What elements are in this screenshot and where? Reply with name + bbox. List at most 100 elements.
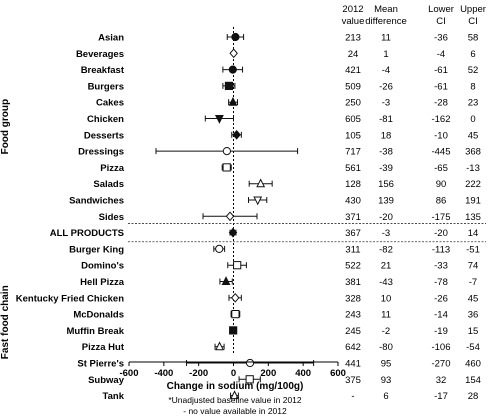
mean-difference-hell-pizza: -43 <box>379 277 393 288</box>
row-label-hell-pizza: Hell Pizza <box>80 277 125 288</box>
upper-ci-subway: 154 <box>465 375 481 386</box>
upper-ci-pizza: -13 <box>466 163 480 174</box>
mean-difference-chicken: -81 <box>379 114 393 125</box>
lower-ci-sandwiches: 86 <box>436 196 447 207</box>
row-label-burger-king: Burger King <box>69 244 124 255</box>
value-2012-hell-pizza: 381 <box>345 277 361 288</box>
mean-difference-burger-king: -82 <box>379 244 393 255</box>
value-2012-sandwiches: 430 <box>345 196 361 207</box>
row-label-kentucky-fried-chicken: Kentucky Fried Chicken <box>16 293 124 304</box>
value-2012-muffin-break: 245 <box>345 326 361 337</box>
point-subway <box>245 375 254 384</box>
point-burger-king <box>215 244 224 253</box>
value-2012-dressings: 717 <box>345 147 361 158</box>
point-dressings <box>222 147 231 156</box>
upper-ci-mcdonalds: 36 <box>468 310 479 321</box>
mean-difference-asian: 11 <box>381 33 391 44</box>
value-2012-subway: 375 <box>345 375 361 386</box>
value-2012-kentucky-fried-chicken: 328 <box>345 293 361 304</box>
upper-ci-sides: 135 <box>465 212 481 223</box>
upper-ci-asian: 58 <box>468 33 479 44</box>
value-2012-pizza-hut: 642 <box>345 342 361 353</box>
lower-ci-dressings: -445 <box>431 147 450 158</box>
lower-ci-burger-king: -113 <box>432 244 450 255</box>
mean-difference-pizza: -39 <box>379 163 393 174</box>
footnote-1: *Unadjusted baseline value in 2012 <box>168 395 302 405</box>
point-burgers <box>224 81 234 91</box>
row-label-breakfast: Breakfast <box>81 65 125 76</box>
point-asian <box>231 32 240 42</box>
x-axis-title: Change in sodium (mg/100g) <box>167 381 304 392</box>
upper-ci-hell-pizza: -7 <box>469 277 477 288</box>
mean-difference-burgers: -26 <box>379 81 393 92</box>
lower-ci-muffin-break: -19 <box>434 326 448 337</box>
lower-ci-subway: 32 <box>436 375 447 386</box>
footnote-2: - no value available in 2012 <box>183 406 287 416</box>
x-tick-label-600: 600 <box>330 368 346 379</box>
mean-difference-sandwiches: 139 <box>378 196 394 207</box>
row-label-all-products: ALL PRODUCTS <box>50 228 124 239</box>
group-label-2: Fast food chain <box>0 285 11 359</box>
mean-difference-salads: 156 <box>378 179 394 190</box>
column-header-1-line-2: value <box>342 16 365 27</box>
lower-ci-chicken: -162 <box>431 114 450 125</box>
value-2012-burger-king: 311 <box>345 244 360 255</box>
mean-difference-sides: -20 <box>379 212 393 223</box>
x-tick-label-400: 400 <box>295 368 311 379</box>
value-2012-cakes: 250 <box>345 98 361 109</box>
lower-ci-st-pierre-s: -270 <box>431 359 450 370</box>
row-label-dressings: Dressings <box>78 147 124 158</box>
point-breakfast <box>228 65 237 74</box>
lower-ci-domino-s: -33 <box>434 261 448 272</box>
point-hell-pizza <box>221 276 231 285</box>
value-2012-tank: - <box>351 391 354 402</box>
lower-ci-cakes: -28 <box>434 98 448 109</box>
upper-ci-st-pierre-s: 460 <box>465 359 481 370</box>
lower-ci-kentucky-fried-chicken: -26 <box>434 293 448 304</box>
upper-ci-burger-king: -51 <box>466 244 480 255</box>
point-st-pierre-s <box>245 358 255 368</box>
upper-ci-beverages: 6 <box>470 49 475 60</box>
x-tick-label--400: -400 <box>154 368 173 379</box>
upper-ci-cakes: 23 <box>468 98 479 109</box>
value-2012-domino-s: 522 <box>345 261 361 272</box>
group-label-1: Food group <box>0 99 11 155</box>
x-tick-label-0: 0 <box>231 368 236 379</box>
column-header-4-line-1: Upper <box>460 4 486 15</box>
upper-ci-domino-s: 74 <box>468 261 479 272</box>
row-label-st-pierre-s: St Pierre's <box>77 359 124 370</box>
point-cakes <box>228 96 238 106</box>
value-2012-chicken: 605 <box>345 114 361 125</box>
point-all-products <box>228 227 238 238</box>
x-tick-label--600: -600 <box>119 368 138 379</box>
row-label-asian: Asian <box>98 33 124 44</box>
lower-ci-pizza-hut: -106 <box>431 342 450 353</box>
row-label-burgers: Burgers <box>88 81 124 92</box>
upper-ci-tank: 28 <box>468 391 479 402</box>
mean-difference-st-pierre-s: 95 <box>381 359 392 370</box>
row-label-subway: Subway <box>88 375 125 386</box>
row-label-salads: Salads <box>93 179 124 190</box>
value-2012-desserts: 105 <box>345 130 361 141</box>
lower-ci-beverages: -4 <box>437 49 445 60</box>
column-header-3-line-1: Lower <box>428 4 454 15</box>
x-tick-label--200: -200 <box>189 368 208 379</box>
point-domino-s <box>233 261 242 270</box>
lower-ci-sides: -175 <box>431 212 450 223</box>
lower-ci-desserts: -10 <box>434 130 448 141</box>
upper-ci-muffin-break: 15 <box>468 326 479 337</box>
column-header-4-line-2: CI <box>468 16 478 27</box>
point-desserts <box>232 129 241 140</box>
point-sides <box>225 211 235 222</box>
mean-difference-dressings: -38 <box>379 147 393 158</box>
lower-ci-hell-pizza: -78 <box>434 277 448 288</box>
mean-difference-cakes: -3 <box>382 98 390 109</box>
row-label-sandwiches: Sandwiches <box>69 196 124 207</box>
mean-difference-muffin-break: -2 <box>382 326 390 337</box>
upper-ci-breakfast: 52 <box>468 65 479 76</box>
x-tick-label-200: 200 <box>260 368 276 379</box>
point-salads <box>256 178 266 188</box>
value-2012-beverages: 24 <box>348 49 359 60</box>
value-2012-mcdonalds: 243 <box>345 310 361 321</box>
mean-difference-kentucky-fried-chicken: 10 <box>381 293 392 304</box>
